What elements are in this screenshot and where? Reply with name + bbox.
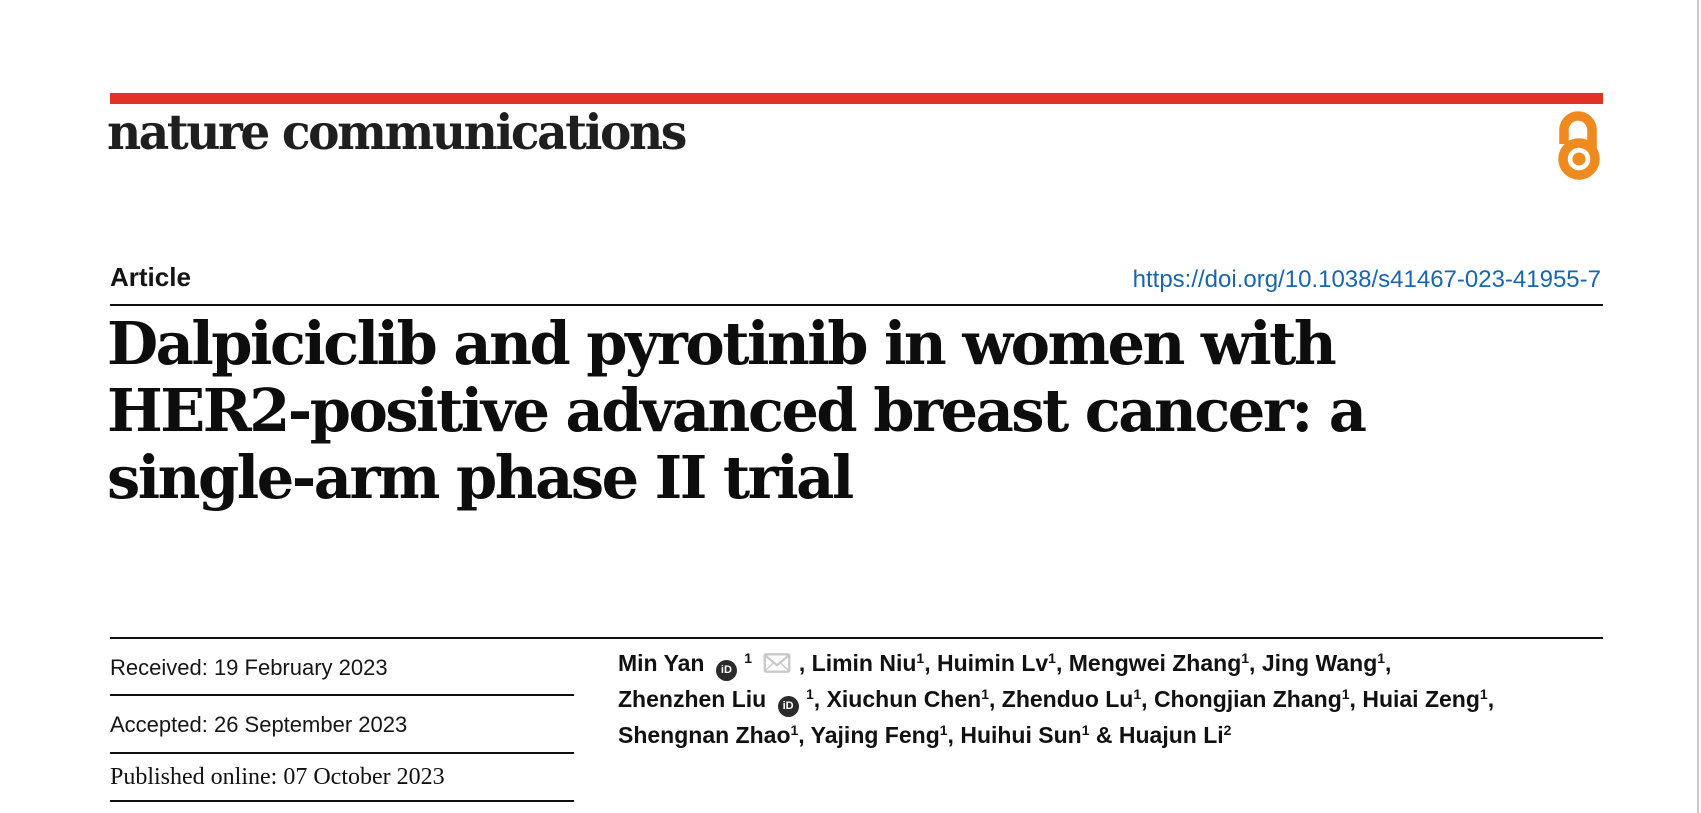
paper-title-line: single-arm phase II trial	[107, 443, 854, 512]
author-name: Huajun Li2	[1118, 722, 1232, 748]
masthead-red-bar	[110, 93, 1603, 104]
divider-above-metadata	[110, 637, 1603, 639]
author-name: Limin Niu1,	[811, 650, 931, 676]
journal-logo: nature communications	[107, 103, 687, 161]
author-name: Mengwei Zhang1,	[1068, 650, 1256, 676]
author-name: Zhenduo Lu1,	[1001, 686, 1148, 712]
author-name: Min Yan iD 1 ,	[618, 650, 805, 681]
paper-title-line: Dalpiciclib and pyrotinib in women with	[107, 309, 1337, 378]
email-envelope-icon[interactable]	[763, 653, 791, 673]
author-name: Huiai Zeng1,	[1362, 686, 1495, 712]
received-date: Received: 19 February 2023	[110, 655, 388, 680]
divider-under-doi	[110, 304, 1603, 306]
author-list: Min Yan iD 1 , Limin Niu1, Huimin Lv1, M…	[618, 650, 1495, 748]
author-name: Zhenzhen Liu iD 1,	[618, 686, 820, 717]
orcid-icon[interactable]: iD	[715, 660, 737, 681]
accepted-date: Accepted: 26 September 2023	[110, 712, 408, 737]
author-name: Yajing Feng1,	[810, 722, 954, 748]
doi-link[interactable]: https://doi.org/10.1038/s41467-023-41955…	[1132, 266, 1601, 293]
page-edge-line	[1697, 0, 1699, 813]
divider-dates	[110, 800, 574, 802]
paper-title: Dalpiciclib and pyrotinib in women with …	[107, 310, 1527, 511]
author-name: Shengnan Zhao1,	[618, 722, 805, 748]
published-online-date: Published online: 07 October 2023	[110, 764, 445, 790]
orcid-icon[interactable]: iD	[777, 696, 799, 717]
author-name: Chongjian Zhang1,	[1153, 686, 1356, 712]
author-name: Huihui Sun1	[960, 722, 1090, 748]
author-name: Huimin Lv1,	[937, 650, 1063, 676]
author-name: Jing Wang1,	[1261, 650, 1392, 676]
open-access-padlock-icon	[1558, 111, 1600, 180]
divider-dates	[110, 752, 574, 754]
article-type-label: Article	[110, 262, 191, 292]
paper-title-line: HER2-positive advanced breast cancer: a	[107, 376, 1367, 445]
divider-dates	[110, 694, 574, 696]
author-name: Xiuchun Chen1,	[826, 686, 996, 712]
